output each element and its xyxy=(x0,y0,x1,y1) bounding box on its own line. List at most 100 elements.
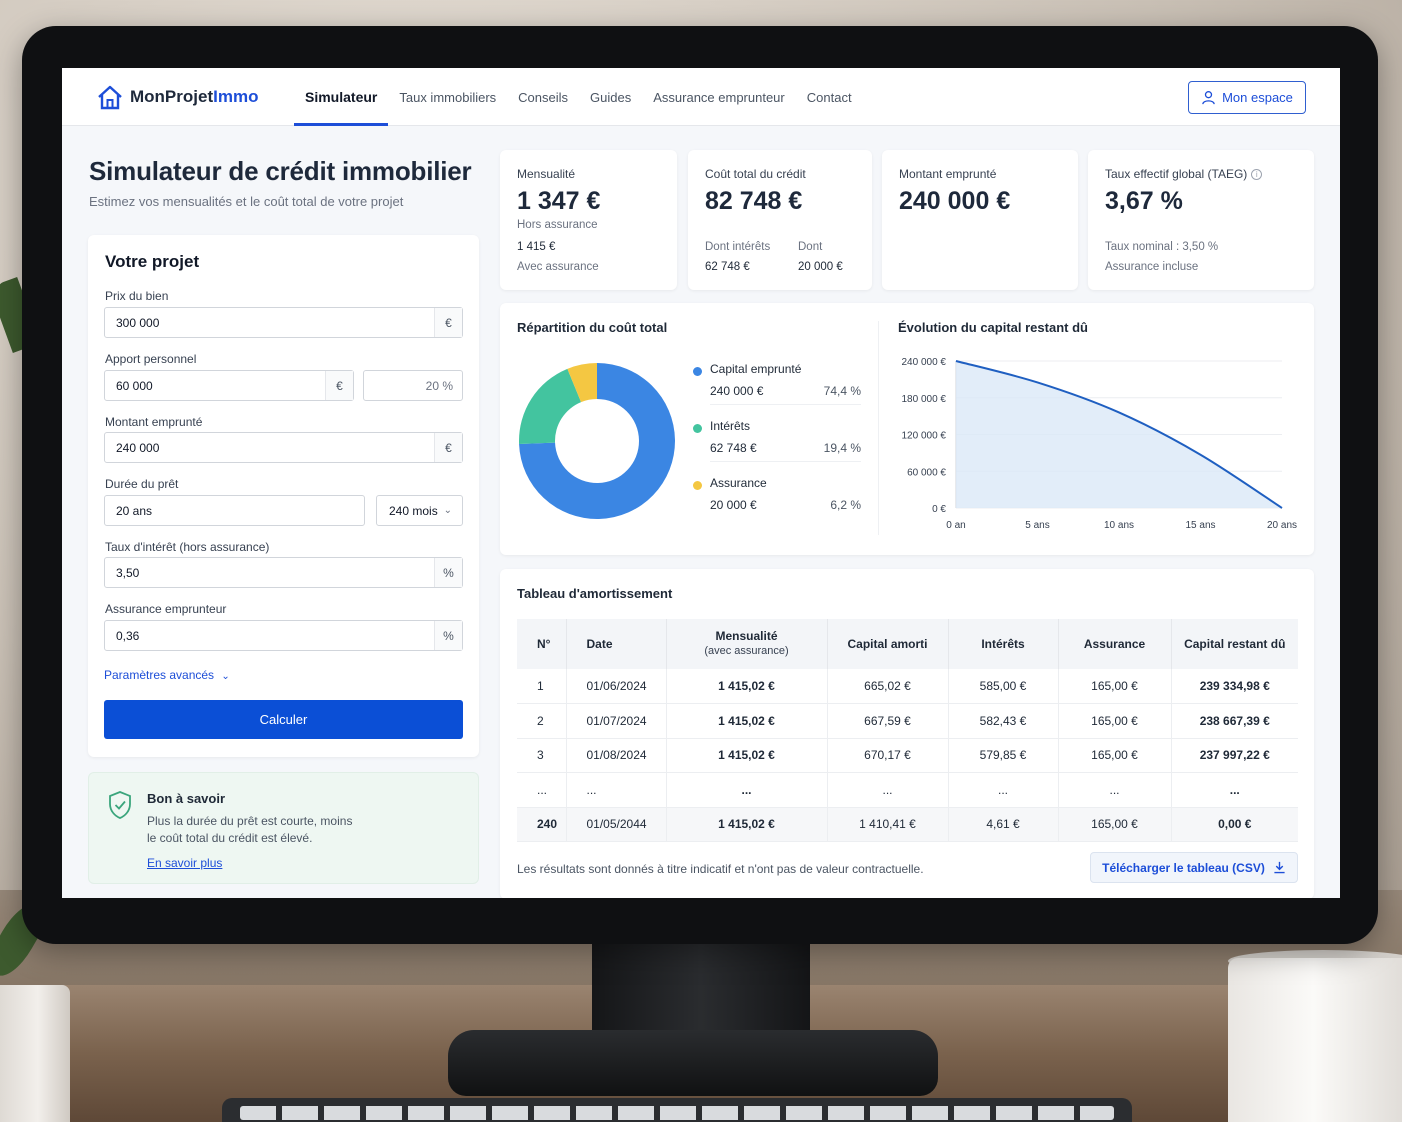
legend-value: 20 000 € xyxy=(710,498,757,512)
table-row: 2 01/07/2024 1 415,02 €667,59 €582,43 €165… xyxy=(517,703,1298,739)
contribution-percent: 20 % xyxy=(425,378,453,393)
table-cell: 582,43 € xyxy=(948,703,1059,739)
area-fill xyxy=(956,361,1282,508)
legend-dot xyxy=(693,424,702,433)
table-cell: ... xyxy=(517,772,567,808)
legend-dot xyxy=(693,367,702,376)
nav-links: Simulateur Taux immobiliers Conseils Gui… xyxy=(294,68,863,126)
nav-taux-immobiliers[interactable]: Taux immobiliers xyxy=(399,89,497,105)
chevron-down-icon: ⌄ xyxy=(443,505,452,516)
brand-name: MonProjetImmo xyxy=(130,87,259,106)
col-header: Date xyxy=(566,619,667,669)
page-title: Simulateur de crédit immobilier xyxy=(89,156,472,186)
kpi-sub: Dont intérêts xyxy=(705,241,771,253)
euro-unit: € xyxy=(434,433,462,462)
duration-input[interactable]: 20 ans xyxy=(104,495,365,526)
borrowed-input[interactable]: 240 000 € xyxy=(104,432,463,463)
tip-text: Plus la durée du prêt est courte, moins … xyxy=(147,814,353,845)
legend-name: Capital emprunté xyxy=(710,362,802,376)
legend-percent: 19,4 % xyxy=(823,441,861,455)
euro-unit: € xyxy=(434,308,462,337)
calculate-button[interactable]: Calculer xyxy=(104,700,463,739)
table-cell: 01/07/2024 xyxy=(566,703,667,739)
kpi-sub: Hors assurance xyxy=(517,219,598,231)
y-tick-label: 0 € xyxy=(932,504,946,515)
kpi-borrowed: Montant emprunté 240 000 € xyxy=(882,150,1078,290)
nav-assurance-emprunteur[interactable]: Assurance emprunteur xyxy=(653,89,785,105)
table-cell: 165,00 € xyxy=(1058,738,1172,773)
rate-input[interactable]: 3,50 % xyxy=(104,557,463,588)
insurance-label: Assurance emprunteur xyxy=(105,602,227,616)
donut-chart-title: Répartition du coût total xyxy=(517,320,668,335)
table-cell: 665,02 € xyxy=(827,669,949,704)
monitor-base xyxy=(448,1030,938,1096)
table-cell: 01/05/2044 xyxy=(566,807,667,842)
percent-unit: % xyxy=(434,621,462,650)
table-cell: 1 415,02 € xyxy=(666,669,828,704)
table-cell: 1 415,02 € xyxy=(666,703,828,739)
kpi-value: 1 347 € xyxy=(517,187,601,215)
house-icon xyxy=(98,85,122,110)
price-value: 300 000 xyxy=(116,315,160,330)
top-navbar: MonProjetImmo Simulateur Taux immobilier… xyxy=(62,68,1340,126)
table-cell: ... xyxy=(948,772,1059,808)
nav-guides[interactable]: Guides xyxy=(590,89,632,105)
insurance-value: 0,36 xyxy=(116,628,140,643)
contribution-percent-input[interactable]: 20 % xyxy=(363,370,463,401)
duration-months-select[interactable]: 240 mois ⌄ xyxy=(376,495,463,526)
amortization-card: Tableau d'amortissement N° Date Mensuali… xyxy=(500,569,1314,898)
y-tick-label: 180 000 € xyxy=(902,394,947,405)
kpi-value: 240 000 € xyxy=(899,187,1011,215)
tip-card: Bon à savoir Plus la durée du prêt est c… xyxy=(88,772,479,884)
kpi-sub: Taux nominal : 3,50 % xyxy=(1105,241,1219,253)
y-tick-label: 120 000 € xyxy=(902,431,947,442)
duration-label: Durée du prêt xyxy=(105,477,179,491)
insurance-input[interactable]: 0,36 % xyxy=(104,620,463,651)
table-cell: ... xyxy=(566,772,667,808)
kpi-value: 3,67 % xyxy=(1105,187,1183,215)
x-tick-label: 10 ans xyxy=(1104,520,1134,531)
col-header: Capital restant dû xyxy=(1171,619,1298,669)
price-input[interactable]: 300 000 € xyxy=(104,307,463,338)
info-icon[interactable]: i xyxy=(1251,169,1263,180)
mon-espace-label: Mon espace xyxy=(1222,90,1293,105)
nav-conseils[interactable]: Conseils xyxy=(518,89,569,105)
table-cell: 2 xyxy=(517,703,567,739)
contribution-input[interactable]: 60 000 € xyxy=(104,370,354,401)
euro-unit: € xyxy=(325,371,353,400)
kpi-label: Coût total du crédit xyxy=(705,167,806,181)
monitor-stand xyxy=(592,940,810,1040)
donut-slice-2 xyxy=(519,368,582,444)
x-tick-label: 5 ans xyxy=(1025,520,1049,531)
line-chart-title: Évolution du capital restant dû xyxy=(898,320,1088,335)
kpi-sub: Avec assurance xyxy=(517,261,599,273)
table-cell: 3 xyxy=(517,738,567,773)
table-cell: ... xyxy=(827,772,949,808)
contribution-value: 60 000 xyxy=(116,378,153,393)
nav-contact[interactable]: Contact xyxy=(806,89,852,105)
keyboard xyxy=(222,1098,1132,1122)
table-cell: 1 410,41 € xyxy=(827,807,949,842)
table-cell: 165,00 € xyxy=(1058,669,1172,704)
table-cell: 01/08/2024 xyxy=(566,738,667,773)
nav-simulateur[interactable]: Simulateur xyxy=(294,68,389,126)
coffee-mug xyxy=(1228,958,1402,1122)
kpi-sub: Dont xyxy=(798,241,823,253)
legend-value: 240 000 € xyxy=(710,384,764,398)
table-header-row: N° Date Mensualité (avec assurance) Capit… xyxy=(517,619,1298,669)
learn-more-link[interactable]: En savoir plus xyxy=(147,856,223,870)
percent-unit: % xyxy=(434,558,462,587)
contribution-label: Apport personnel xyxy=(105,352,197,366)
page-subtitle: Estimez vos mensualités et le coût total… xyxy=(89,194,404,209)
advanced-params-link[interactable]: Paramètres avancés ⌄ xyxy=(104,668,230,682)
capital-remaining-chart: 0 € 60 000 € 120 000 € 180 000 € 240 000 € 0 … xyxy=(902,357,1298,531)
download-csv-button[interactable]: Télécharger le tableau (CSV) xyxy=(1090,852,1298,883)
advanced-params-label: Paramètres avancés xyxy=(104,668,215,682)
mon-espace-button[interactable]: Mon espace xyxy=(1188,81,1306,114)
charts-card: Répartition du coût total Capital emprun… xyxy=(500,303,1314,555)
price-label: Prix du bien xyxy=(105,289,169,303)
table-cell: 01/06/2024 xyxy=(566,669,667,704)
table-cell: 670,17 € xyxy=(827,738,949,773)
table-cell: 579,85 € xyxy=(948,738,1059,773)
brand-logo[interactable]: MonProjetImmo xyxy=(96,84,258,110)
